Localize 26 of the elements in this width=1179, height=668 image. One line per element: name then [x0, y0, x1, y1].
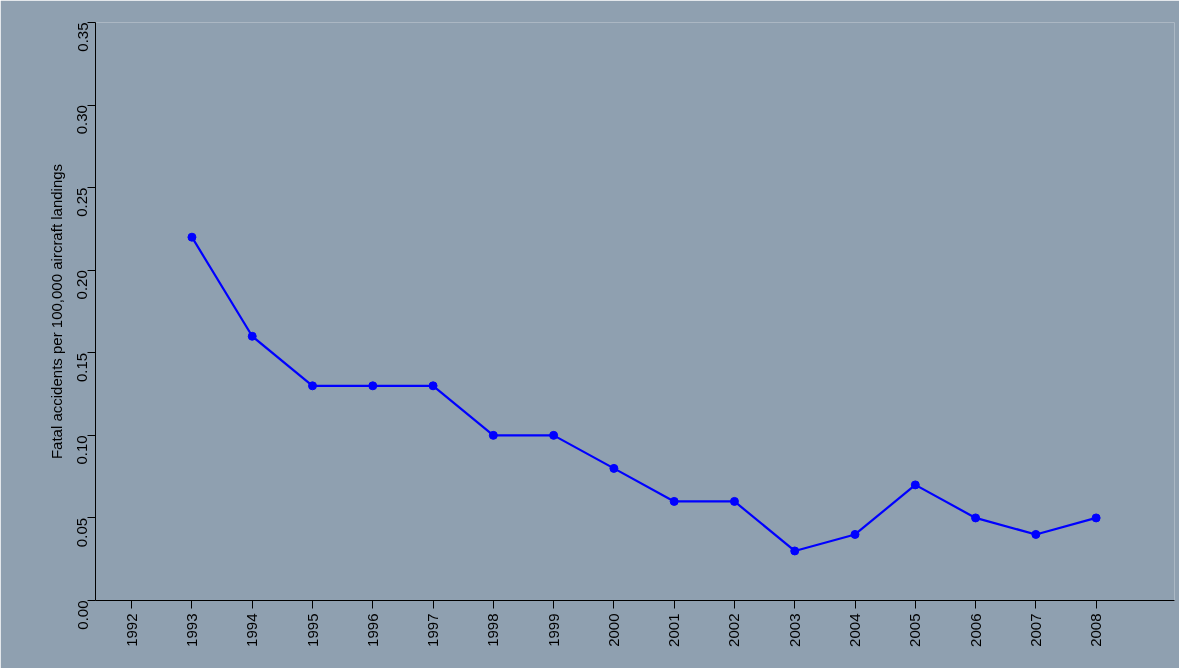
x-tick-label: 2001: [665, 613, 683, 647]
x-tick-label: 1997: [424, 613, 442, 647]
x-tick-label: 2003: [785, 613, 803, 647]
x-tick-label: 1995: [303, 613, 321, 647]
x-tick-label: 2006: [966, 613, 984, 647]
y-tick-label: 0.00: [73, 600, 91, 630]
y-tick-label: 0.10: [73, 435, 91, 465]
y-tick-label: 0.25: [73, 187, 91, 217]
y-tick-label: 0.20: [73, 270, 91, 300]
y-tick-label: 0.15: [73, 352, 91, 382]
x-tick-label: 1999: [544, 613, 562, 647]
x-tick-label: 2002: [725, 613, 743, 647]
x-tick-label: 1998: [484, 613, 502, 647]
x-tick-label: 2004: [846, 613, 864, 647]
x-tick-label: 2000: [604, 613, 622, 647]
x-tick-label: 1993: [182, 613, 200, 647]
x-tick-label: 1996: [363, 613, 381, 647]
x-tick-label: 1992: [122, 613, 140, 647]
x-tick-label: 2008: [1087, 613, 1105, 647]
y-axis-title: Fatal accidents per 100,000 aircraft landings: [47, 163, 65, 460]
y-tick-label: 0.35: [73, 22, 91, 52]
y-tick-label: 0.05: [73, 517, 91, 548]
y-tick-label: 0.30: [73, 105, 91, 135]
x-tick-label: 1994: [243, 613, 261, 647]
x-tick-label: 2007: [1026, 613, 1044, 647]
x-tick-label: 2005: [906, 613, 924, 647]
